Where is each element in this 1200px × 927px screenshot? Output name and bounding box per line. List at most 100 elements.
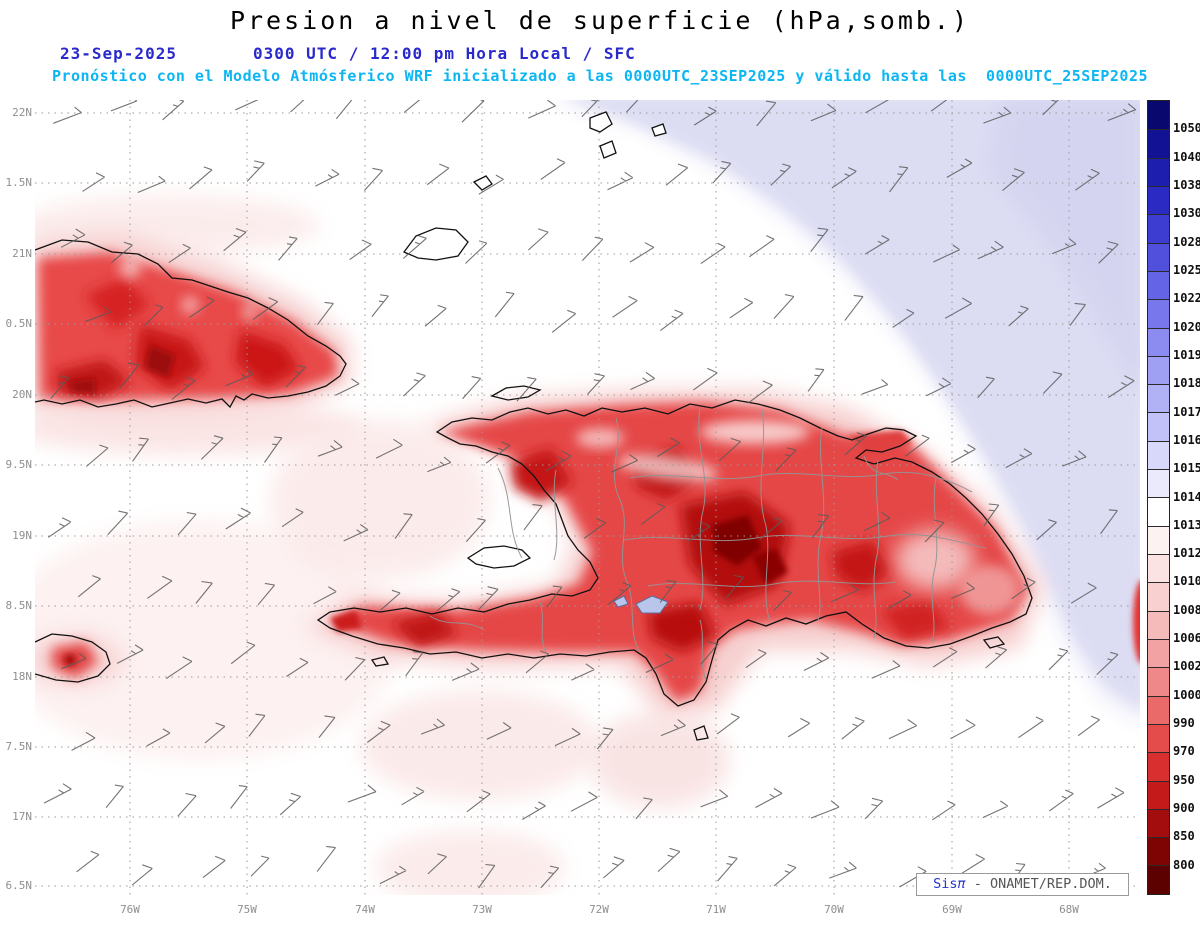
lat-label: 1.5N [5,176,33,189]
forecast-description: Pronóstico con el Modelo Atmósferico WRF… [51,67,1149,85]
colorbar-cell [1148,497,1169,526]
wind-barbs [43,100,1137,889]
colorbar-label: 1040 [1173,149,1200,164]
turks-island-3 [651,123,667,137]
lat-label: 22N [12,106,32,119]
ile-a-vache [370,656,390,667]
colorbar-cell [1148,129,1169,158]
colorbar-label: 950 [1173,772,1195,787]
colorbar-cell [1148,695,1169,724]
colorbar-label: 1002 [1173,659,1200,674]
lat-label: 9.5N [5,458,33,471]
colorbar-label: 1008 [1173,602,1200,617]
gonave-island [466,545,532,569]
lat-label: 21N [12,247,32,260]
colorbar-label: 1038 [1173,177,1200,192]
run-date: 23-Sep-2025 [60,44,177,63]
lat-label: 18N [12,670,32,683]
colorbar-label: 1010 [1173,574,1200,589]
lat-label: 7.5N [5,740,33,753]
colorbar-cell [1148,667,1169,696]
admin-boundaries [429,407,987,681]
colorbar-label: 1013 [1173,517,1200,532]
high-pressure-shading [557,100,1140,722]
valid-time: 0300 UTC / 12:00 pm Hora Local / SFC [253,44,636,63]
lon-label: 70W [824,903,844,916]
colorbar-cell [1148,723,1169,753]
small-cay-1 [472,175,493,191]
lat-label: 19N [12,529,32,542]
colorbar-cell [1148,440,1169,470]
colorbar-cell [1148,837,1169,866]
pi-icon: π [957,876,966,892]
colorbar-label: 990 [1173,716,1195,731]
colorbar-label: 1014 [1173,489,1200,504]
lakes [613,595,669,614]
colorbar-cell [1148,185,1169,215]
lon-label: 73W [472,903,492,916]
lon-label: 71W [706,903,726,916]
jamaica-coastline [35,633,111,683]
colorbar-cell [1148,327,1169,356]
colorbar-label: 1012 [1173,546,1200,561]
colorbar-cell [1148,384,1169,413]
colorbar-label: 970 [1173,744,1195,759]
colorbar-label: 1018 [1173,376,1200,391]
pressure-shading [35,100,1140,895]
lake-enriquillo [635,595,669,614]
lon-label: 74W [355,903,375,916]
great-inagua-island [402,227,469,261]
cuba-low-shading [35,232,352,414]
lat-label: 17N [12,810,32,823]
credit-org: - ONAMET/REP.DOM. [965,876,1112,892]
lon-label: 76W [120,903,140,916]
colorbar-cell [1148,412,1169,441]
colorbar-cell [1148,780,1169,809]
lon-label: 68W [1059,903,1079,916]
colorbar-label: 1025 [1173,262,1200,277]
lon-label: 72W [589,903,609,916]
colorbar-label: 1028 [1173,234,1200,249]
lat-label: 20N [12,388,32,401]
colorbar-label: 1016 [1173,432,1200,447]
colorbar-label: 1019 [1173,347,1200,362]
colorbar-cell [1148,242,1169,271]
page-title: Presion a nivel de superficie (hPa,somb.… [229,6,971,35]
turks-island-1 [589,111,613,133]
colorbar-label: 1022 [1173,291,1200,306]
colorbar-label: 1006 [1173,631,1200,646]
colorbar [1147,100,1170,895]
coastlines [35,111,1033,741]
colorbar-cell [1148,469,1169,498]
colorbar-label: 1050 [1173,121,1200,136]
beata-island [693,725,709,741]
hispaniola-coastline [316,399,1033,707]
colorbar-cell [1148,638,1169,668]
colorbar-cell [1148,554,1169,583]
lon-label: 69W [942,903,962,916]
colorbar-label: 800 [1173,857,1195,872]
lat-label: 0.5N [5,317,33,330]
colorbar-cell [1148,355,1169,385]
colorbar-cell [1148,582,1169,611]
cuba-coastline [35,239,347,409]
colorbar-cell [1148,752,1169,781]
colorbar-cell [1148,101,1169,130]
colorbar-cell [1148,525,1169,554]
credit-brand: Sis [933,876,958,892]
lake-azuei [613,595,629,608]
colorbar-cell [1148,157,1169,186]
turks-island-2 [599,140,617,159]
lat-label: 8.5N [5,599,33,612]
lon-label: 75W [237,903,257,916]
credit-box: Sisπ - ONAMET/REP.DOM. [916,873,1129,896]
saona-island [982,636,1006,649]
edge-low-shading [1133,581,1140,663]
colorbar-label: 1030 [1173,206,1200,221]
colorbar-cell [1148,865,1169,894]
colorbar-label: 1000 [1173,687,1200,702]
colorbar-label: 1017 [1173,404,1200,419]
colorbar-label: 900 [1173,801,1195,816]
